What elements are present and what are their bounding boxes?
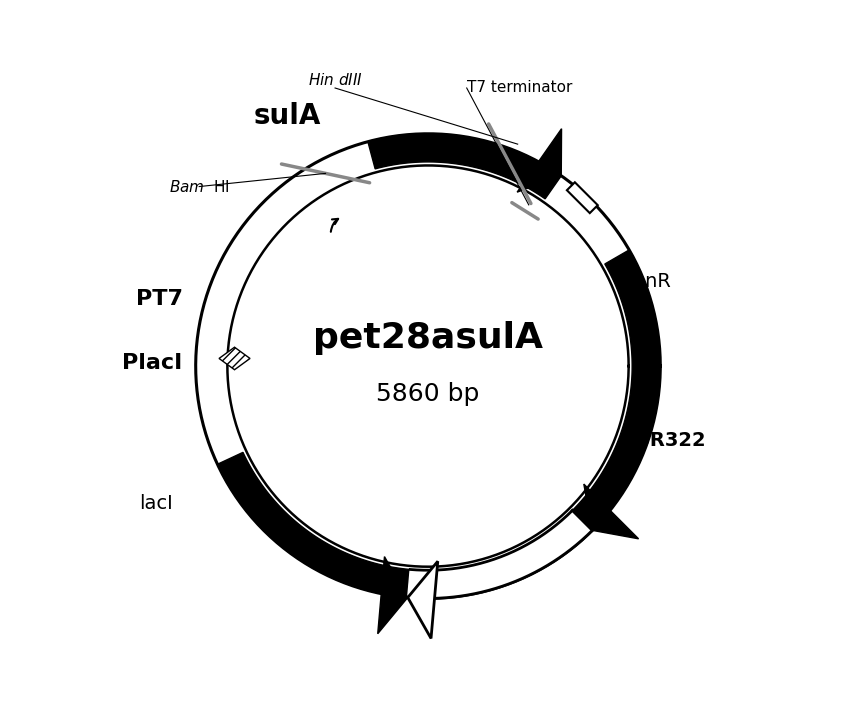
Text: KanR: KanR [621, 272, 671, 291]
Text: pet28asulA: pet28asulA [313, 321, 543, 355]
Polygon shape [407, 510, 592, 598]
Polygon shape [584, 484, 639, 539]
Polygon shape [573, 250, 660, 530]
Polygon shape [219, 347, 250, 370]
Text: $\it{Bam}$  HI: $\it{Bam}$ HI [169, 179, 229, 194]
Polygon shape [407, 561, 437, 639]
Text: 5860 bp: 5860 bp [377, 382, 479, 406]
Polygon shape [567, 182, 597, 213]
Polygon shape [368, 134, 562, 199]
Text: T7 terminator: T7 terminator [467, 80, 572, 96]
Polygon shape [517, 129, 562, 192]
Polygon shape [217, 453, 410, 598]
Text: sulA: sulA [253, 102, 321, 130]
Text: PlacI: PlacI [122, 353, 182, 372]
Text: PBR322: PBR322 [621, 431, 706, 449]
Text: $\it{Hin}$ $\it{dIII}$: $\it{Hin}$ $\it{dIII}$ [307, 72, 363, 88]
Text: lacI: lacI [140, 494, 173, 513]
Text: PT7: PT7 [136, 289, 183, 309]
Polygon shape [377, 557, 407, 634]
